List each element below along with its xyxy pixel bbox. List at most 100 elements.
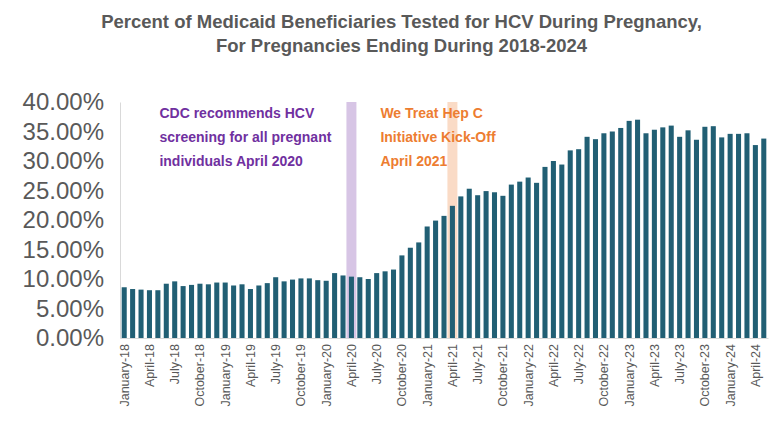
x-tick: October-22: [597, 344, 611, 407]
bar: [139, 290, 144, 338]
x-tick: April-21: [446, 344, 460, 387]
bar: [399, 255, 404, 338]
bar: [197, 284, 202, 338]
bar: [383, 271, 388, 338]
annotation-text: CDC recommends HCV: [159, 105, 314, 121]
y-tick: 0.00%: [36, 324, 104, 351]
bar: [601, 133, 606, 338]
x-tick: July-22: [572, 344, 586, 384]
bar: [484, 191, 489, 338]
bar: [509, 185, 514, 338]
bar: [450, 206, 455, 338]
bar: [719, 137, 724, 338]
bar: [206, 284, 211, 338]
bar: [391, 270, 396, 338]
y-tick: 10.00%: [23, 265, 104, 292]
bar: [155, 290, 160, 338]
x-axis-line: [121, 338, 769, 339]
bar: [627, 121, 632, 338]
bar: [290, 280, 295, 338]
bar: [660, 127, 665, 338]
y-tick-label: 25.00%: [23, 177, 104, 204]
bar: [181, 286, 186, 338]
x-tick: January-21: [421, 344, 435, 407]
x-tick-label: January-24: [724, 344, 738, 407]
bar: [425, 226, 430, 338]
bar: [610, 132, 615, 339]
x-tick: January-24: [724, 344, 738, 407]
x-tick-label: October-23: [698, 344, 712, 407]
bar: [702, 127, 707, 338]
bar: [256, 285, 261, 338]
x-tick-label: January-21: [421, 344, 435, 407]
bar: [441, 216, 446, 338]
y-axis: 0.00%5.00%10.00%15.00%20.00%25.00%30.00%…: [23, 88, 121, 351]
x-tick: April-18: [143, 344, 157, 387]
bar: [761, 139, 766, 338]
x-tick: October-23: [698, 344, 712, 407]
x-tick-label: January-20: [320, 344, 334, 407]
x-tick-label: July-18: [168, 344, 182, 384]
bar: [728, 134, 733, 338]
x-tick-label: October-18: [193, 344, 207, 407]
bar: [172, 281, 177, 338]
bar: [340, 275, 345, 338]
x-tick-label: October-20: [395, 344, 409, 407]
x-tick: April-22: [547, 344, 561, 387]
bar: [282, 281, 287, 338]
bar: [677, 137, 682, 338]
x-tick-label: July-22: [572, 344, 586, 384]
bar: [265, 283, 270, 338]
x-axis: January-18 April-18 July-18 October-18 Janua…: [118, 339, 769, 407]
x-tick-label: October-19: [294, 344, 308, 407]
bar: [189, 285, 194, 338]
y-tick: 30.00%: [23, 147, 104, 174]
y-tick: 15.00%: [23, 236, 104, 263]
x-tick-label: April-22: [547, 344, 561, 387]
x-tick: April-24: [749, 344, 763, 387]
y-tick: 20.00%: [23, 206, 104, 233]
bar: [475, 195, 480, 338]
y-axis-line: [120, 103, 121, 339]
x-tick-label: April-21: [446, 344, 460, 387]
x-tick: July-20: [370, 344, 384, 384]
bar: [736, 134, 741, 338]
x-tick: January-23: [623, 344, 637, 407]
bar: [164, 284, 169, 338]
y-tick: 40.00%: [23, 88, 104, 115]
y-tick-label: 10.00%: [23, 265, 104, 292]
annotation-band: [346, 102, 356, 338]
bar: [492, 192, 497, 338]
bar: [652, 130, 657, 338]
annotation-text: individuals April 2020: [159, 153, 303, 169]
bar: [374, 273, 379, 338]
chart: Percent of Medicaid Beneficiaries Tested…: [0, 0, 783, 445]
bar: [694, 140, 699, 338]
bar: [568, 150, 573, 338]
bar: [551, 161, 556, 338]
y-tick: 35.00%: [23, 118, 104, 145]
bar: [559, 165, 564, 338]
x-tick: July-18: [168, 344, 182, 384]
x-tick-label: July-23: [673, 344, 687, 384]
x-tick-label: October-22: [597, 344, 611, 407]
x-tick-label: January-22: [522, 344, 536, 407]
x-tick-label: April-23: [648, 344, 662, 387]
y-tick-label: 0.00%: [36, 324, 104, 351]
bar: [349, 277, 354, 338]
bar: [307, 278, 312, 338]
x-tick: January-19: [219, 344, 233, 407]
bar: [315, 280, 320, 338]
bar: [517, 182, 522, 338]
x-tick: October-19: [294, 344, 308, 407]
x-tick-label: April-20: [345, 344, 359, 387]
x-tick: January-22: [522, 344, 536, 407]
y-tick-label: 40.00%: [23, 88, 104, 115]
bar: [130, 289, 135, 338]
x-tick: January-18: [118, 344, 132, 407]
annotation-text: screening for all pregnant: [159, 129, 331, 145]
bar: [298, 278, 303, 338]
bar: [744, 133, 749, 338]
bar: [332, 273, 337, 338]
bar: [753, 145, 758, 338]
